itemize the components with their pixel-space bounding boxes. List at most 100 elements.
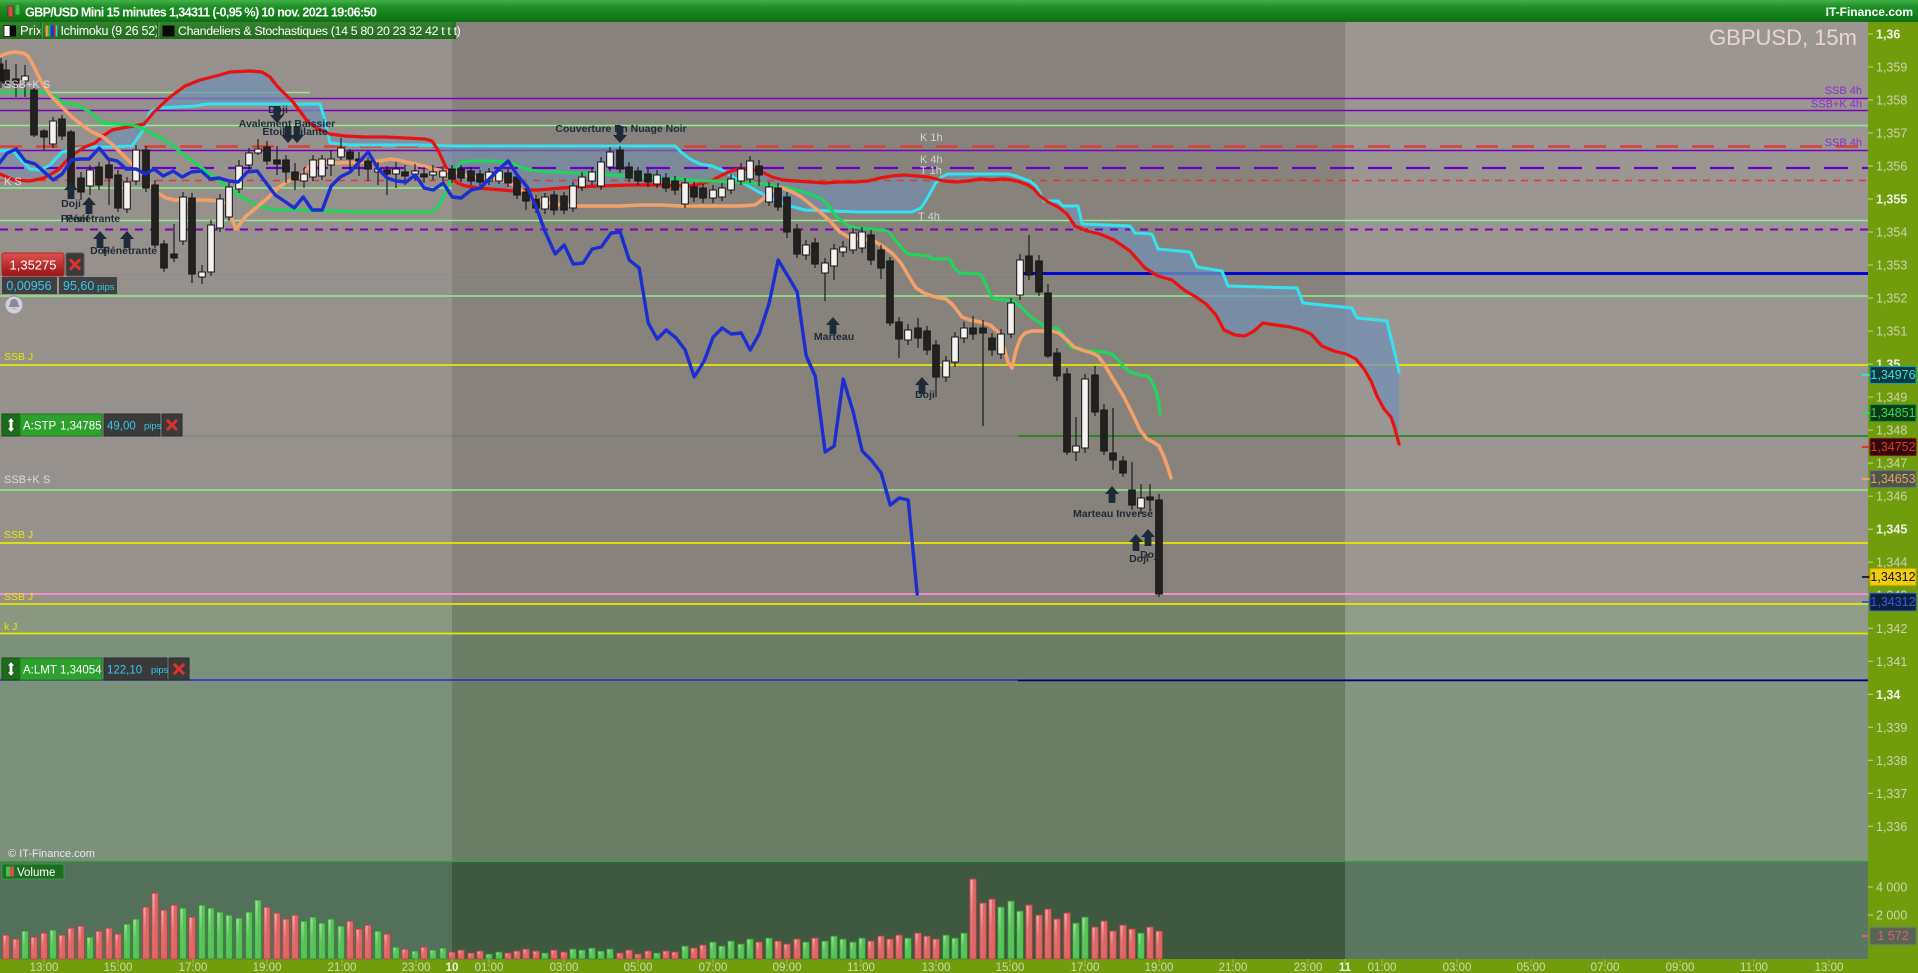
svg-text:IT-Finance.com: IT-Finance.com xyxy=(1826,5,1913,19)
svg-text:1,342: 1,342 xyxy=(1876,622,1907,636)
svg-text:Marteau Inversé: Marteau Inversé xyxy=(1073,508,1153,520)
svg-text:23:00: 23:00 xyxy=(1294,962,1323,973)
svg-text:1,338: 1,338 xyxy=(1876,754,1907,768)
svg-text:13:00: 13:00 xyxy=(1815,962,1844,973)
svg-text:1,354: 1,354 xyxy=(1876,226,1907,240)
svg-text:1,34976: 1,34976 xyxy=(1870,368,1915,382)
svg-text:21:00: 21:00 xyxy=(328,962,357,973)
svg-text:11:00: 11:00 xyxy=(1740,962,1768,973)
svg-text:0,00956: 0,00956 xyxy=(6,279,51,293)
svg-text:Doji: Doji xyxy=(268,104,288,116)
svg-text:1,34752: 1,34752 xyxy=(1870,440,1915,454)
svg-text:K S: K S xyxy=(4,176,22,188)
svg-text:2 000: 2 000 xyxy=(1876,909,1907,923)
svg-text:pips: pips xyxy=(97,282,115,293)
svg-text:1,337: 1,337 xyxy=(1876,787,1907,801)
svg-text:Doji: Doji xyxy=(61,198,81,210)
svg-text:GBP/USD Mini 15 minutes 1,3431: GBP/USD Mini 15 minutes 1,34311 (-0,95 %… xyxy=(25,6,377,20)
svg-text:10: 10 xyxy=(446,962,459,973)
svg-text:Avalement Baissier: Avalement Baissier xyxy=(239,118,336,130)
svg-text:1,35275: 1,35275 xyxy=(10,258,57,273)
svg-text:19:00: 19:00 xyxy=(253,962,282,973)
svg-text:T 4h: T 4h xyxy=(918,211,940,223)
svg-text:Ichimoku (9 26 52): Ichimoku (9 26 52) xyxy=(61,24,159,38)
svg-text:A:LMT: A:LMT xyxy=(23,665,57,677)
svg-text:SSB+K S: SSB+K S xyxy=(4,79,50,91)
svg-text:1,34: 1,34 xyxy=(1876,688,1900,702)
svg-text:SSB J: SSB J xyxy=(4,351,33,363)
svg-text:19:00: 19:00 xyxy=(1145,962,1174,973)
svg-text:13:00: 13:00 xyxy=(922,962,951,973)
svg-text:1,34312: 1,34312 xyxy=(1870,595,1915,609)
svg-text:Doji: Doji xyxy=(1140,549,1160,561)
svg-text:SSB J: SSB J xyxy=(4,529,33,541)
svg-text:1,336: 1,336 xyxy=(1876,820,1907,834)
svg-text:Couverture En Nuage Noir: Couverture En Nuage Noir xyxy=(555,123,686,135)
svg-text:A:STP: A:STP xyxy=(23,421,57,433)
svg-text:GBPUSD, 15m: GBPUSD, 15m xyxy=(1709,25,1857,50)
svg-text:1,347: 1,347 xyxy=(1876,457,1907,471)
svg-text:05:00: 05:00 xyxy=(624,962,653,973)
svg-text:17:00: 17:00 xyxy=(179,962,208,973)
svg-text:K 1h: K 1h xyxy=(920,132,943,144)
svg-text:1,345: 1,345 xyxy=(1876,523,1907,537)
svg-text:09:00: 09:00 xyxy=(1666,962,1695,973)
svg-text:Marteau: Marteau xyxy=(814,331,854,343)
svg-text:Prix: Prix xyxy=(20,23,43,38)
svg-text:SSB 4h: SSB 4h xyxy=(1825,85,1862,97)
svg-text:13:00: 13:00 xyxy=(30,962,59,973)
svg-text:1,348: 1,348 xyxy=(1876,424,1907,438)
svg-text:23:00: 23:00 xyxy=(402,962,431,973)
svg-text:1,356: 1,356 xyxy=(1876,159,1907,173)
svg-text:SSB+K 4h: SSB+K 4h xyxy=(1811,99,1862,111)
svg-text:1,357: 1,357 xyxy=(1876,126,1907,140)
svg-text:07:00: 07:00 xyxy=(699,962,728,973)
svg-text:T 1h: T 1h xyxy=(920,165,942,177)
svg-text:49,00: 49,00 xyxy=(107,421,136,433)
svg-text:Étoile Filante: Étoile Filante xyxy=(262,125,328,138)
svg-text:09:00: 09:00 xyxy=(773,962,802,973)
svg-text:1,34054: 1,34054 xyxy=(60,665,102,677)
svg-text:Volume: Volume xyxy=(17,867,55,879)
svg-text:k J: k J xyxy=(4,621,17,633)
svg-text:1 572: 1 572 xyxy=(1877,929,1908,943)
svg-text:1,34785: 1,34785 xyxy=(60,421,102,433)
svg-text:Pénét: Pénét xyxy=(61,213,90,225)
svg-text:1,349: 1,349 xyxy=(1876,391,1907,405)
svg-text:1,34653: 1,34653 xyxy=(1870,472,1915,486)
svg-text:1,34312: 1,34312 xyxy=(1870,570,1915,584)
svg-text:95,60: 95,60 xyxy=(63,279,94,293)
svg-text:01:00: 01:00 xyxy=(475,962,504,973)
svg-text:1,341: 1,341 xyxy=(1876,655,1907,669)
svg-text:pips: pips xyxy=(151,665,169,676)
svg-text:11: 11 xyxy=(1339,962,1352,973)
svg-text:Pénétrante: Pénétrante xyxy=(66,213,120,225)
svg-text:1,346: 1,346 xyxy=(1876,490,1907,504)
svg-text:Pénétrante: Pénétrante xyxy=(103,245,157,257)
svg-text:Doji: Doji xyxy=(90,245,110,257)
svg-text:4 000: 4 000 xyxy=(1876,881,1907,895)
svg-text:05:00: 05:00 xyxy=(1517,962,1546,973)
svg-text:11:00: 11:00 xyxy=(847,962,875,973)
svg-text:03:00: 03:00 xyxy=(1443,962,1472,973)
svg-text:1,359: 1,359 xyxy=(1876,60,1907,74)
svg-text:17:00: 17:00 xyxy=(1071,962,1100,973)
svg-text:Doji: Doji xyxy=(915,389,935,401)
svg-text:1,344: 1,344 xyxy=(1876,556,1907,570)
svg-text:1,352: 1,352 xyxy=(1876,292,1907,306)
svg-text:1,339: 1,339 xyxy=(1876,721,1907,735)
svg-text:1,351: 1,351 xyxy=(1876,325,1907,339)
svg-text:07:00: 07:00 xyxy=(1591,962,1620,973)
svg-text:K 4h: K 4h xyxy=(920,154,943,166)
svg-text:SSB+K S: SSB+K S xyxy=(4,474,50,486)
svg-text:122,10: 122,10 xyxy=(107,665,142,677)
svg-text:15:00: 15:00 xyxy=(996,962,1025,973)
svg-text:SSB J: SSB J xyxy=(4,591,33,603)
svg-text:1,355: 1,355 xyxy=(1876,193,1907,207)
svg-text:SSB 4h: SSB 4h xyxy=(1825,137,1862,149)
svg-text:1,353: 1,353 xyxy=(1876,259,1907,273)
svg-text:01:00: 01:00 xyxy=(1368,962,1397,973)
svg-text:1,36: 1,36 xyxy=(1876,27,1900,41)
svg-text:Doji: Doji xyxy=(1129,553,1149,565)
svg-text:03:00: 03:00 xyxy=(550,962,579,973)
